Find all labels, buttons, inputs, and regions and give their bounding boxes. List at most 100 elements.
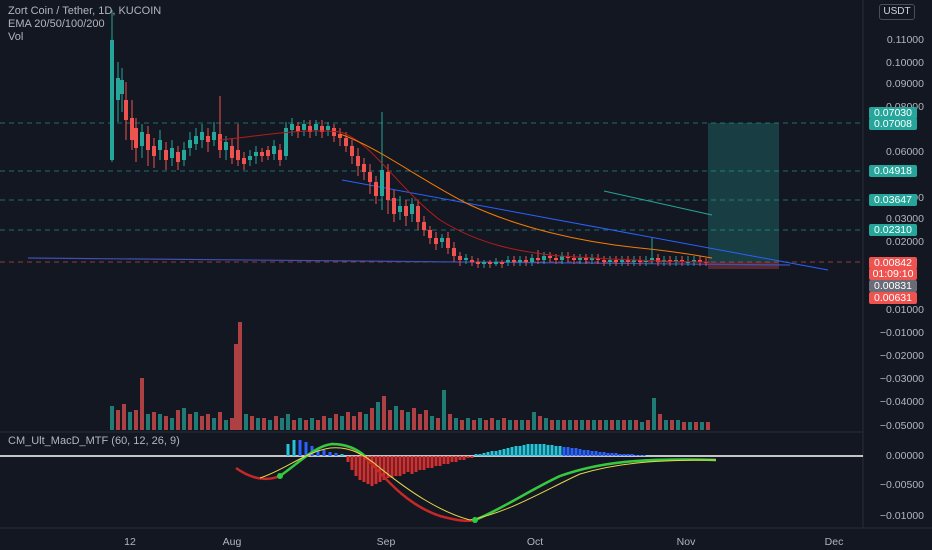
candle — [626, 260, 630, 262]
macd-histogram-bar — [434, 456, 438, 466]
candle — [380, 170, 384, 196]
volume-bar — [116, 410, 120, 430]
price-axis-label: 0.10000 — [886, 57, 924, 69]
macd-histogram-bar — [366, 456, 370, 484]
candle — [314, 124, 318, 130]
candle — [242, 158, 246, 164]
macd-histogram-bar — [574, 448, 578, 456]
macd-histogram-bar — [618, 454, 622, 456]
channel-line — [603, 190, 713, 216]
candle — [152, 146, 156, 156]
candle — [200, 132, 204, 140]
volume-bar — [682, 422, 686, 430]
candle — [512, 260, 516, 262]
macd-histogram-bar — [328, 452, 332, 456]
candle — [692, 260, 696, 262]
macd-histogram-bar — [370, 456, 374, 486]
price-axis-label: 0.03000 — [886, 213, 924, 225]
ema-20 — [219, 130, 711, 263]
volume-bar — [598, 420, 602, 430]
macd-histogram-bar — [450, 456, 454, 462]
candle — [572, 258, 576, 260]
candle — [620, 260, 624, 262]
volume-bar — [370, 408, 374, 430]
volume-bar — [110, 406, 114, 430]
macd-histogram-bar — [582, 450, 586, 456]
candle — [530, 258, 534, 262]
volume-bar — [286, 414, 290, 430]
volume-bar — [316, 420, 320, 430]
macd-histogram-bar — [358, 456, 362, 480]
candle — [584, 258, 588, 260]
volume-bar — [628, 420, 632, 430]
volume-bar — [550, 420, 554, 430]
volume-bar — [502, 418, 506, 430]
candle — [704, 262, 708, 263]
volume-bar — [182, 408, 186, 430]
stop-zone — [708, 262, 779, 269]
volume-bar — [364, 414, 368, 430]
macd-histogram-bar — [292, 440, 296, 456]
candle — [158, 140, 162, 150]
macd-histogram-bar — [510, 447, 514, 456]
macd-histogram-bar — [602, 452, 606, 456]
volume-bar — [224, 420, 228, 430]
macd-histogram-bar — [566, 447, 570, 456]
candle — [422, 222, 426, 230]
volume-bar — [490, 418, 494, 430]
candle — [368, 172, 372, 182]
macd-axis-label: −0.01000 — [879, 510, 924, 522]
macd-histogram-bar — [478, 454, 482, 456]
volume-bar — [164, 416, 168, 430]
candle — [164, 150, 168, 160]
macd-histogram-bar — [418, 456, 422, 470]
volume-bar — [128, 412, 132, 430]
price-axis-label: 0.01000 — [886, 304, 924, 316]
date-label: Aug — [222, 536, 242, 548]
volume-bar — [436, 418, 440, 430]
candle — [392, 198, 396, 214]
volume-bar — [508, 420, 512, 430]
candle — [176, 152, 180, 162]
candle — [482, 262, 486, 264]
ema-50 — [339, 133, 713, 259]
volume-bar — [218, 412, 222, 430]
volume-bar — [146, 414, 150, 430]
macd-histogram-bar — [506, 448, 510, 456]
macd-histogram-bar — [346, 456, 350, 462]
macd-histogram-bar — [490, 451, 494, 456]
currency-button[interactable]: USDT — [879, 4, 915, 20]
volume-bar — [388, 410, 392, 430]
candle — [650, 258, 654, 260]
volume-bar — [238, 322, 242, 430]
macd-histogram-bar — [442, 456, 446, 464]
macd-histogram-bar — [578, 449, 582, 456]
candle — [398, 206, 402, 212]
volume-bar — [274, 416, 278, 430]
trendline-resistance — [341, 179, 829, 271]
candle — [272, 146, 276, 154]
volume-bar — [412, 408, 416, 430]
candle — [590, 258, 594, 260]
macd-legend: CM_Ult_MacD_MTF (60, 12, 26, 9) — [8, 435, 180, 447]
candle — [506, 260, 510, 262]
ema-legend: EMA 20/50/100/200 — [8, 18, 105, 30]
macd-histogram-bar — [398, 456, 402, 476]
volume-bar — [140, 378, 144, 430]
candle — [350, 146, 354, 156]
macd-cross-dot — [472, 517, 478, 523]
price-tag: 01:09:10 — [869, 268, 917, 280]
macd-histogram-bar — [322, 450, 326, 456]
volume-bar — [322, 416, 326, 430]
price-axis-label: −0.03000 — [879, 373, 924, 385]
volume-bar — [658, 414, 662, 430]
volume-legend: Vol — [8, 31, 24, 43]
macd-histogram-bar — [414, 456, 418, 472]
volume-bar — [268, 420, 272, 430]
volume-bar — [376, 402, 380, 430]
candle — [452, 248, 456, 256]
macd-histogram-bar — [622, 454, 626, 456]
macd-histogram-bar — [606, 453, 610, 456]
macd-histogram-bar — [286, 444, 290, 456]
